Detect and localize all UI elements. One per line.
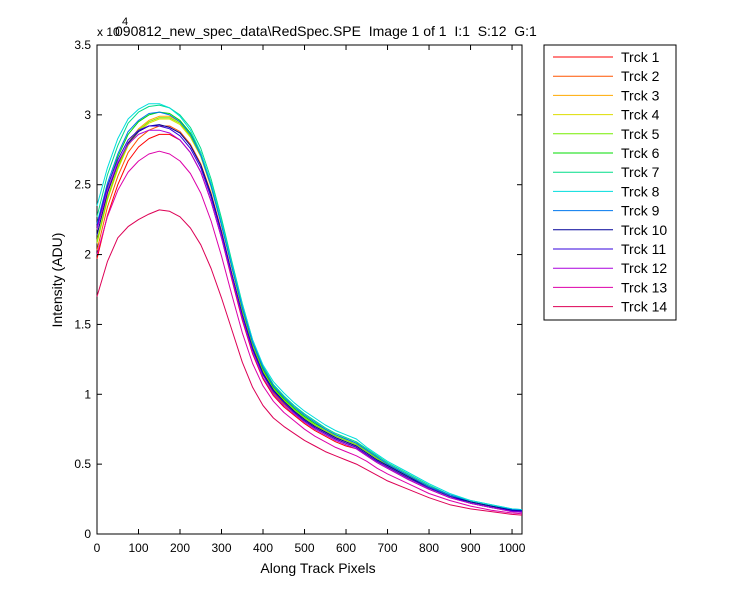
series-line-13 (96, 150, 523, 515)
x-tick-label: 400 (253, 541, 273, 555)
legend-label: Trck 6 (621, 145, 660, 161)
legend-label: Trck 1 (621, 49, 660, 65)
x-axis-label: Along Track Pixels (260, 560, 375, 576)
series-line-14 (96, 209, 523, 516)
legend: Trck 1 Trck 2 Trck 3 Trck 4 Trck 5 Trck 6 Trck… (543, 44, 677, 321)
y-tick-label: 3 (84, 108, 91, 122)
x-axis-ticks: 0 100 200 300 400 500 600 700 800 900 1000 (94, 45, 526, 555)
x-tick-label: 500 (295, 541, 315, 555)
legend-label: Trck 10 (621, 222, 667, 238)
x-tick-label: 900 (461, 541, 481, 555)
chart-title: 090812_new_spec_data\RedSpec.SPE Image 1… (115, 23, 537, 39)
legend-box (543, 44, 677, 321)
x-tick-label: 600 (336, 541, 356, 555)
y-multiplier-exponent: 4 (122, 16, 128, 28)
y-multiplier-label: x 10 (97, 25, 120, 39)
legend-label: Trck 13 (621, 279, 667, 295)
y-tick-label: 0.5 (74, 457, 91, 471)
x-tick-label: 100 (128, 541, 148, 555)
legend-label: Trck 5 (621, 126, 660, 142)
y-tick-label: 0 (84, 527, 91, 541)
y-tick-label: 1 (84, 387, 91, 401)
legend-label: Trck 11 (621, 241, 666, 257)
y-axis-label: Intensity (ADU) (49, 233, 65, 328)
y-tick-label: 2 (84, 248, 91, 262)
series-line-7 (96, 104, 523, 511)
plot-area: 0 100 200 300 400 500 600 700 800 900 1000 0 0.5 1 1.… (74, 38, 525, 555)
series-group (96, 103, 523, 516)
y-tick-label: 2.5 (74, 178, 91, 192)
x-tick-label: 300 (211, 541, 231, 555)
series-line-8 (96, 103, 523, 511)
legend-label: Trck 4 (621, 107, 660, 123)
legend-items: Trck 1 Trck 2 Trck 3 Trck 4 Trck 5 Trck 6 Trck… (553, 49, 667, 315)
axes-box (96, 44, 523, 535)
legend-label: Trck 2 (621, 68, 660, 84)
series-line-12 (96, 129, 523, 513)
y-tick-label: 1.5 (74, 317, 91, 331)
legend-label: Trck 9 (621, 203, 660, 219)
x-tick-label: 700 (378, 541, 398, 555)
x-tick-label: 800 (419, 541, 439, 555)
legend-label: Trck 3 (621, 87, 660, 103)
series-line-10 (96, 124, 523, 512)
series-line-9 (96, 111, 523, 511)
y-tick-label: 3.5 (74, 38, 91, 52)
y-axis-ticks: 0 0.5 1 1.5 2 2.5 3 3.5 (74, 38, 522, 541)
legend-label: Trck 8 (621, 183, 660, 199)
x-tick-label: 0 (94, 541, 101, 555)
x-tick-label: 1000 (499, 541, 526, 555)
legend-label: Trck 7 (621, 164, 660, 180)
legend-label: Trck 14 (621, 299, 667, 315)
x-tick-label: 200 (170, 541, 190, 555)
series-line-11 (96, 125, 523, 513)
legend-label: Trck 12 (621, 260, 667, 276)
